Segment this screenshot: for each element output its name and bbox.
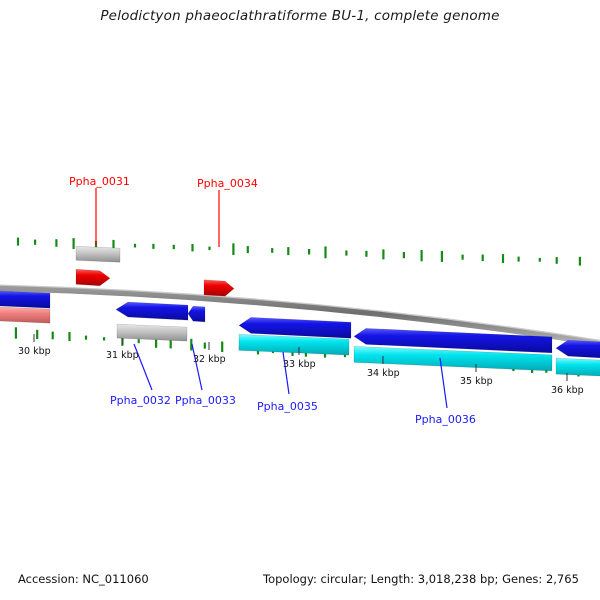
marker-tick <box>103 337 106 341</box>
gene-cds-Ppha_0031[interactable] <box>75 245 121 263</box>
marker-tick <box>36 329 39 339</box>
gene-label-Ppha_0034[interactable]: Ppha_0034 <box>197 177 258 190</box>
axis-tick-label: 35 kbp <box>460 376 493 387</box>
marker-tick <box>538 257 541 262</box>
marker-tick <box>203 342 206 349</box>
gene-arrow-Ppha_0031[interactable] <box>75 268 111 287</box>
page-title: Pelodictyon phaeoclathratiforme BU-1, co… <box>100 8 500 24</box>
feature-glyphs[interactable] <box>0 245 600 377</box>
coordinate-tick-marks <box>33 334 568 381</box>
gene-label-Ppha_0031[interactable]: Ppha_0031 <box>69 175 130 188</box>
marker-tick <box>68 332 71 342</box>
marker-tick <box>578 256 581 266</box>
marker-tick <box>246 246 249 254</box>
marker-tick <box>461 254 464 260</box>
marker-tick <box>155 337 158 348</box>
marker-tick <box>232 243 235 255</box>
marker-tick <box>172 244 175 250</box>
leader-line-Ppha_0032 <box>133 343 153 391</box>
marker-tick <box>287 247 290 256</box>
marker-tick <box>190 338 193 351</box>
leader-line-Ppha_0033 <box>191 343 203 391</box>
marker-tick <box>271 248 274 253</box>
marker-tick <box>345 250 348 256</box>
gene-arrow-edge-right[interactable] <box>555 339 600 359</box>
marker-tick <box>137 339 140 344</box>
gene-label-Ppha_0032[interactable]: Ppha_0032 <box>110 394 171 407</box>
marker-tick <box>420 250 423 262</box>
gene-rna-Ppha_0035[interactable] <box>238 334 350 356</box>
marker-tick <box>221 341 224 352</box>
marker-tick <box>324 246 327 259</box>
gene-label-Ppha_0033[interactable]: Ppha_0033 <box>175 394 236 407</box>
axis-tick-label: 33 kbp <box>283 359 316 370</box>
marker-tick <box>16 237 20 246</box>
marker-tick <box>481 254 484 262</box>
marker-tick <box>133 243 137 248</box>
gene-arrow-Ppha_0036[interactable] <box>353 328 553 354</box>
marker-tick <box>191 244 194 252</box>
marker-tick <box>51 331 54 340</box>
gene-rna-edge-right[interactable] <box>555 357 600 377</box>
axis-tick-label: 31 kbp <box>106 350 139 361</box>
gene-label-Ppha_0035[interactable]: Ppha_0035 <box>257 400 318 413</box>
marker-tick <box>382 249 385 260</box>
gene-arrow-Ppha_0034[interactable] <box>203 279 235 297</box>
marker-tick <box>84 335 88 340</box>
axis-tick-label: 30 kbp <box>18 346 51 357</box>
accession-text: Accession: NC_011060 <box>18 572 149 586</box>
label-leader-lines <box>95 188 448 409</box>
marker-tick <box>308 249 311 255</box>
marker-tick <box>169 338 172 349</box>
gene-rna-Ppha_0036[interactable] <box>353 346 553 372</box>
marker-tick <box>440 250 443 262</box>
gene-arrow-Ppha_0035[interactable] <box>238 317 352 339</box>
gene-arrow-Ppha_0033[interactable] <box>187 305 206 323</box>
axis-tick-label: 32 kbp <box>193 354 226 365</box>
marker-tick <box>402 252 405 259</box>
gene-arrow-edge-left[interactable] <box>0 290 51 309</box>
leader-line-Ppha_0035 <box>282 351 290 395</box>
marker-tick <box>72 238 75 249</box>
gene-arrow-Ppha_0032[interactable] <box>115 301 189 321</box>
axis-tick-label: 36 kbp <box>551 385 584 396</box>
marker-tick <box>34 239 37 245</box>
genome-axis <box>0 284 600 347</box>
gene-label-Ppha_0036[interactable]: Ppha_0036 <box>415 413 476 426</box>
region-edge-left[interactable] <box>0 306 51 324</box>
marker-tick <box>14 327 17 339</box>
marker-tick <box>152 243 155 249</box>
marker-tick <box>365 250 368 257</box>
marker-tick <box>55 239 58 247</box>
leader-line-Ppha_0036 <box>439 357 448 409</box>
genome-summary-text: Topology: circular; Length: 3,018,238 bp… <box>263 572 579 586</box>
marker-tick <box>112 239 115 250</box>
marker-tick <box>555 257 558 264</box>
marker-tick <box>517 256 520 262</box>
marker-tick <box>501 254 505 263</box>
gene-cds-Ppha_0032[interactable] <box>116 323 188 342</box>
axis-tick-label: 34 kbp <box>367 368 400 379</box>
marker-tick <box>208 246 211 251</box>
